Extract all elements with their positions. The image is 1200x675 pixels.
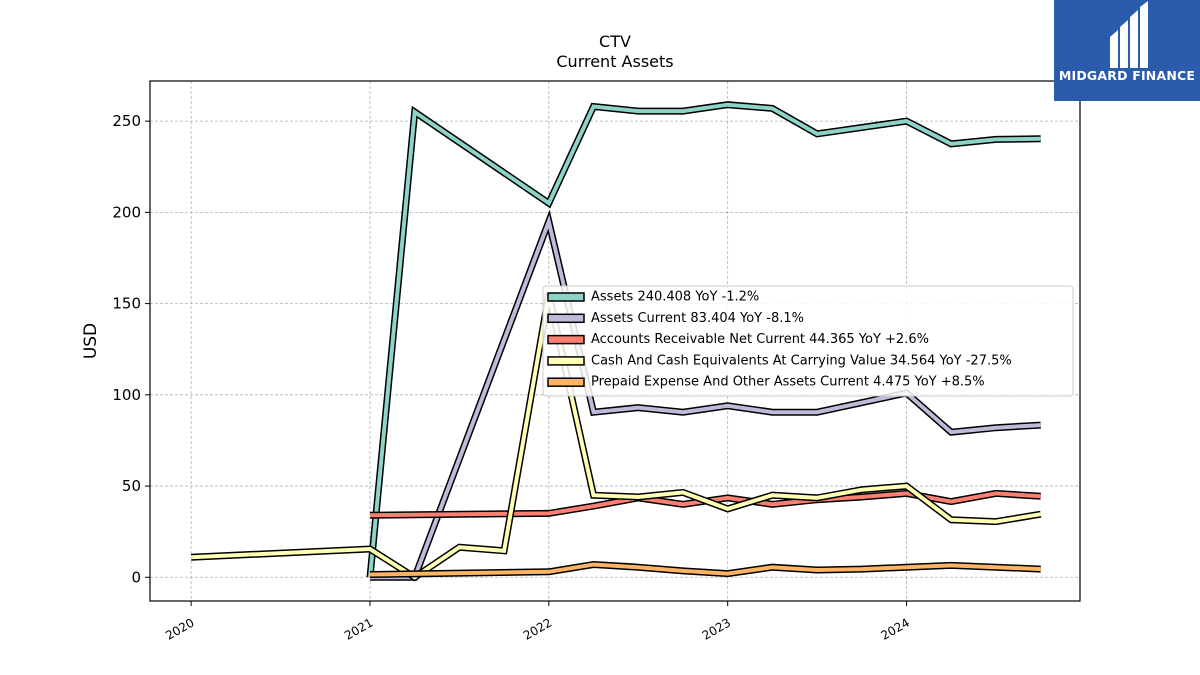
legend-label: Cash And Cash Equivalents At Carrying Va… [591,353,1012,368]
series-line [370,214,1041,580]
series-line [191,294,1042,580]
series-line [369,491,1041,518]
legend-swatch [547,334,585,345]
series-line-outline [370,209,1041,581]
logo-text: MIDGARD FINANCE [1058,68,1196,83]
y-tick-label: 50 [122,477,141,495]
x-tick-label: 2021 [342,615,375,642]
legend-swatch [547,356,585,366]
y-tick-label: 0 [131,568,141,586]
y-tick-label: 100 [112,386,141,404]
y-tick-label: 200 [112,203,141,221]
logo-mark-icon [1110,1,1148,68]
y-axis-label: USD [81,323,101,359]
legend-swatch [547,313,585,324]
x-tick-label: 2020 [163,615,196,642]
legend-label: Assets Current 83.404 YoY -8.1% [591,311,804,326]
plot-frame [149,80,1081,602]
chart-title: CTV [599,32,631,51]
series-line [368,102,1041,578]
x-tick-label: 2024 [879,615,912,642]
y-tick-label: 250 [112,112,141,130]
legend-label: Prepaid Expense And Other Assets Current… [591,375,985,390]
chart-subtitle: Current Assets [556,52,674,71]
legend-swatch [547,292,585,302]
legend-swatch [547,377,585,387]
legend-label: Accounts Receivable Net Current 44.365 Y… [591,332,929,347]
y-tick-label: 150 [112,295,141,313]
series-line [369,562,1041,577]
legend: Assets 240.408 YoY -1.2% Assets Current 8… [542,285,1074,397]
legend-label: Assets 240.408 YoY -1.2% [591,290,759,305]
midgard-finance-logo: MIDGARD FINANCE [1054,0,1200,101]
x-tick-label: 2022 [521,615,554,642]
series-layer [190,101,1042,582]
x-tick-label: 2023 [700,615,733,642]
legend-box [542,285,1074,397]
